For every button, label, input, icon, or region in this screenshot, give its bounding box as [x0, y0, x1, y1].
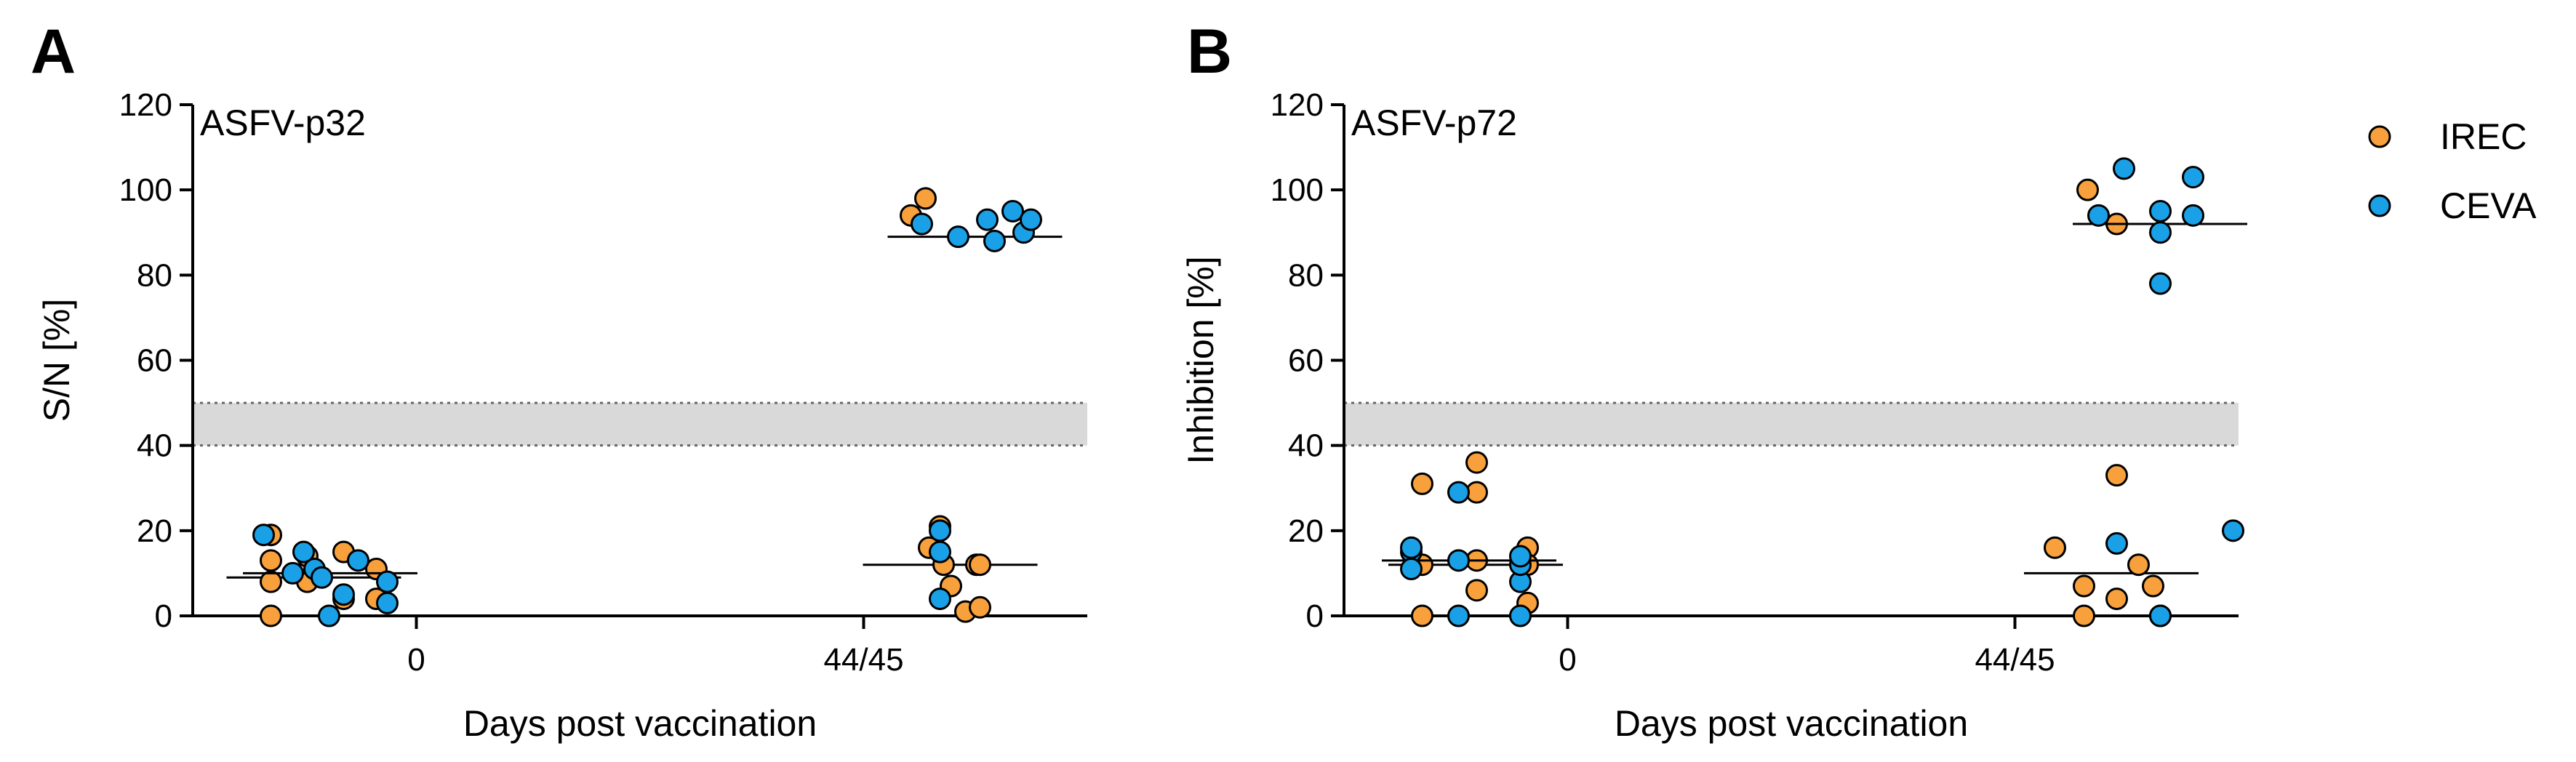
data-point-ceva	[929, 519, 951, 542]
y-tick-label: 20	[137, 513, 172, 549]
data-point-ceva	[2105, 532, 2128, 555]
data-point-ceva	[292, 540, 315, 564]
data-point-irec	[2142, 574, 2164, 598]
data-point-ceva	[376, 591, 399, 614]
x-tick-label: 0	[1559, 642, 1576, 678]
data-point-ceva	[2149, 272, 2172, 295]
data-point-ceva	[1400, 558, 1423, 581]
data-point-irec	[1411, 472, 1433, 495]
y-tick-label: 80	[1288, 257, 1324, 293]
data-point-irec	[2105, 464, 2128, 487]
data-point-irec	[2073, 574, 2095, 598]
data-point-ceva	[983, 229, 1006, 252]
data-point-ceva	[318, 604, 340, 627]
data-point-ceva	[311, 566, 333, 589]
y-tick-label: 120	[119, 87, 172, 123]
data-point-irec	[1465, 451, 1488, 474]
y-tick-label: 60	[1288, 343, 1324, 379]
y-tick-label: 40	[1288, 428, 1324, 464]
data-point-irec	[914, 187, 937, 210]
data-point-ceva	[2182, 204, 2204, 227]
legend-marker-ceva	[2368, 194, 2391, 217]
panel-letter: A	[31, 17, 76, 87]
data-point-ceva	[347, 549, 369, 572]
x-axis-label: Days post vaccination	[1615, 703, 1968, 744]
data-point-ceva	[1447, 549, 1470, 572]
x-axis-label: Days post vaccination	[463, 703, 817, 744]
legend-label-irec: IREC	[2440, 116, 2527, 157]
data-point-irec	[2105, 587, 2128, 611]
threshold-band	[1344, 403, 2239, 446]
y-axis-label: Inhibition [%]	[1180, 256, 1221, 464]
data-point-ceva	[2222, 519, 2244, 542]
data-point-ceva	[1509, 604, 1532, 627]
legend: IREC CEVA	[2368, 116, 2537, 226]
data-point-ceva	[252, 524, 275, 547]
y-tick-label: 0	[1306, 598, 1324, 634]
data-point-ceva	[911, 212, 933, 236]
data-point-ceva	[1400, 536, 1423, 559]
data-point-ceva	[332, 583, 355, 606]
x-tick-label: 44/45	[823, 642, 903, 678]
data-point-ceva	[281, 561, 304, 585]
x-tick-label: 44/45	[1975, 642, 2055, 678]
data-point-ceva	[1447, 481, 1470, 504]
data-point-ceva	[2149, 604, 2172, 627]
data-point-ceva	[1509, 545, 1532, 568]
y-tick-label: 100	[1271, 172, 1324, 208]
data-point-ceva	[1001, 199, 1024, 222]
y-axis-label: S/N [%]	[36, 299, 77, 422]
data-point-ceva	[929, 587, 951, 611]
data-point-irec	[260, 570, 282, 593]
chart-title: ASFV-p32	[200, 103, 366, 143]
data-point-irec	[260, 604, 282, 627]
data-point-irec	[260, 549, 282, 572]
legend-marker-irec	[2368, 125, 2391, 148]
data-point-ceva	[1020, 208, 1042, 231]
data-point-ceva	[2087, 204, 2110, 227]
data-point-irec	[1411, 604, 1433, 627]
data-point-irec	[1465, 579, 1488, 602]
threshold-band	[193, 403, 1087, 446]
y-tick-label: 40	[137, 428, 172, 464]
y-tick-label: 60	[137, 343, 172, 379]
data-point-ceva	[376, 570, 399, 593]
data-point-ceva	[2149, 199, 2172, 222]
data-point-irec	[2073, 604, 2095, 627]
y-tick-label: 80	[137, 257, 172, 293]
data-point-ceva	[2149, 221, 2172, 244]
x-tick-label: 0	[407, 642, 425, 678]
data-point-ceva	[2113, 157, 2135, 180]
data-point-irec	[969, 553, 991, 577]
data-point-ceva	[976, 208, 999, 231]
data-point-ceva	[2182, 166, 2204, 189]
y-tick-label: 120	[1271, 87, 1324, 123]
data-point-ceva	[1447, 604, 1470, 627]
data-point-irec	[2076, 178, 2099, 201]
data-point-irec	[2127, 553, 2150, 577]
data-point-irec	[969, 595, 991, 619]
data-point-ceva	[929, 540, 951, 564]
y-tick-label: 20	[1288, 513, 1324, 549]
y-tick-label: 100	[119, 172, 172, 208]
chart-title: ASFV-p72	[1351, 103, 1517, 143]
data-point-irec	[2044, 536, 2066, 559]
legend-label-ceva: CEVA	[2440, 185, 2537, 226]
panel-letter: B	[1187, 17, 1232, 87]
y-tick-label: 0	[155, 598, 172, 634]
data-point-ceva	[947, 225, 969, 249]
